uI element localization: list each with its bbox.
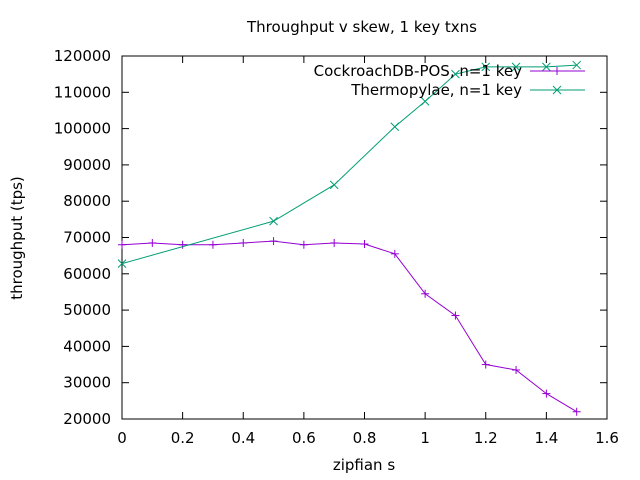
series-0-point-14 — [542, 389, 551, 398]
legend-label-0: CockroachDB-POS, n=1 key — [314, 62, 522, 80]
series-layer — [117, 60, 582, 416]
x-tick-label-1: 0.2 — [171, 429, 195, 447]
series-0-point-6 — [299, 240, 308, 249]
legend-marker-0 — [553, 67, 561, 75]
y-tick-label-3: 50000 — [63, 301, 111, 319]
series-0-point-15 — [572, 407, 581, 416]
series-1-point-6 — [481, 62, 491, 72]
series-0-point-1 — [148, 238, 157, 247]
series-0-point-0 — [118, 240, 126, 249]
x-tick-label-5: 1 — [420, 429, 430, 447]
series-0-point-11 — [451, 311, 460, 320]
x-tick-label-0: 0 — [117, 429, 127, 447]
series-1-point-8 — [542, 62, 551, 72]
legend: CockroachDB-POS, n=1 key Thermopylae, n=… — [314, 62, 585, 99]
x-tick-label-6: 1.2 — [474, 429, 498, 447]
y-axis-label: throughput (tps) — [8, 176, 26, 300]
y-tick-label-5: 70000 — [63, 229, 111, 247]
series-0-point-5 — [269, 237, 278, 246]
y-tick-label-2: 40000 — [63, 337, 111, 355]
series-0-point-4 — [239, 238, 248, 247]
series-0-point-7 — [330, 238, 339, 247]
x-axis-ticks: 0 0.2 0.4 0.6 0.8 1 1.2 1.4 1.6 — [117, 56, 619, 447]
series-1-point-1 — [269, 216, 278, 226]
series-1-point-7 — [511, 62, 521, 72]
series-1-point-0 — [117, 259, 127, 268]
legend-marker-1-glyph — [552, 85, 562, 95]
series-1-point-9 — [572, 60, 582, 70]
x-tick-label-4: 0.8 — [353, 429, 377, 447]
series-0-point-12 — [481, 360, 490, 369]
legend-marker-0-glyph — [553, 67, 561, 75]
series-0-point-8 — [360, 240, 369, 249]
y-tick-label-4: 60000 — [63, 265, 111, 283]
y-axis-ticks: 20000 30000 40000 50000 60000 70000 80000 90000… — [54, 47, 607, 428]
y-tick-label-1: 30000 — [63, 374, 111, 392]
series-0-point-9 — [390, 249, 399, 258]
series-line-1 — [121, 64, 577, 265]
plot-frame — [121, 55, 608, 420]
series-line-0 — [121, 240, 577, 413]
series-0-point-3 — [208, 240, 217, 249]
series-0-point-2 — [178, 240, 187, 249]
y-tick-label-0: 20000 — [63, 410, 111, 428]
legend-marker-1 — [552, 85, 562, 95]
x-tick-label-8: 1.6 — [595, 429, 619, 447]
y-tick-label-10: 120000 — [54, 47, 111, 65]
series-1-point-4 — [420, 97, 430, 106]
series-0-point-10 — [421, 289, 430, 298]
x-tick-label-3: 0.6 — [292, 429, 316, 447]
y-tick-label-7: 90000 — [63, 156, 111, 174]
series-1-point-5 — [451, 69, 460, 79]
x-tick-label-7: 1.4 — [534, 429, 558, 447]
y-tick-label-6: 80000 — [63, 192, 111, 210]
y-tick-label-9: 110000 — [54, 83, 111, 101]
x-tick-label-2: 0.4 — [231, 429, 255, 447]
legend-label-1: Thermopylae, n=1 key — [350, 81, 522, 99]
y-tick-label-8: 100000 — [54, 120, 111, 138]
series-0-point-13 — [512, 365, 521, 374]
series-1-point-3 — [390, 122, 400, 132]
series-1-point-2 — [329, 180, 339, 190]
chart-title: Throughput v skew, 1 key txns — [246, 18, 477, 36]
x-axis-label: zipfian s — [333, 456, 395, 474]
